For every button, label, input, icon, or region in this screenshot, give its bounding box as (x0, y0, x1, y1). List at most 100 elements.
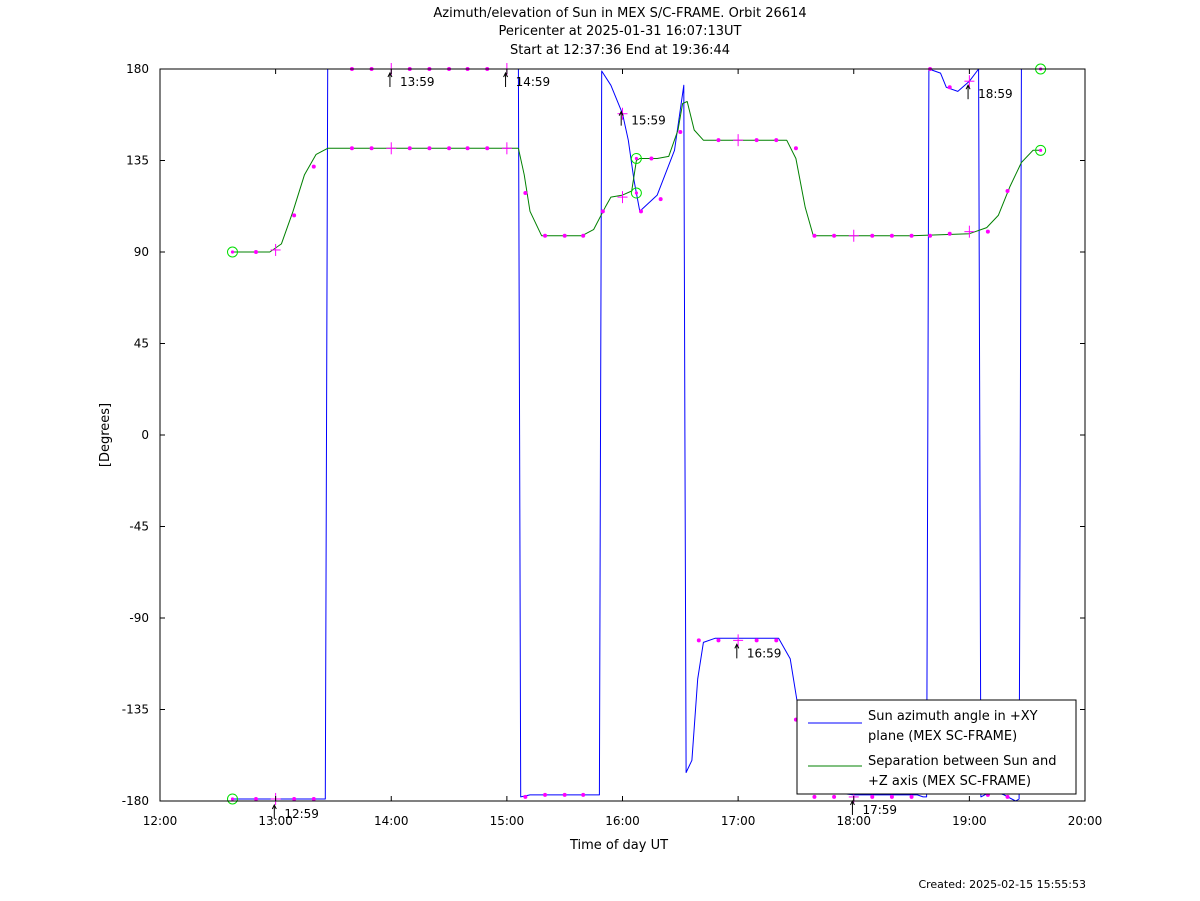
data-point (407, 146, 412, 151)
legend-box (796, 699, 1077, 795)
data-point (928, 233, 933, 238)
y-tick-label: 90 (134, 245, 149, 259)
created-timestamp: Created: 2025-02-15 15:55:53 (918, 878, 1086, 891)
data-point (947, 231, 952, 236)
data-point (292, 796, 297, 801)
y-tick-label: -180 (122, 794, 149, 808)
data-point (523, 794, 528, 799)
data-point (716, 138, 721, 143)
x-tick-label: 13:00 (258, 814, 293, 828)
data-point (832, 233, 837, 238)
y-tick-label: -135 (122, 703, 149, 717)
x-tick-label: 15:00 (490, 814, 525, 828)
x-tick-label: 14:00 (374, 814, 409, 828)
data-point (562, 792, 567, 797)
data-point (696, 638, 701, 643)
y-tick-label: 0 (141, 428, 149, 442)
data-point (581, 233, 586, 238)
data-point (523, 191, 528, 196)
hour-annotation-label: 12:59 (284, 807, 319, 821)
hour-annotation-arrowhead (503, 71, 509, 78)
data-point (311, 796, 316, 801)
data-point (543, 792, 548, 797)
data-point (716, 638, 721, 643)
y-tick-label: 180 (126, 62, 149, 76)
data-point (812, 794, 817, 799)
data-point (311, 164, 316, 169)
data-point (427, 146, 432, 151)
data-point (909, 233, 914, 238)
data-point (870, 233, 875, 238)
x-tick-label: 16:00 (605, 814, 640, 828)
data-point (754, 638, 759, 643)
data-point (793, 146, 798, 151)
legend-label-azimuth-line-1: Sun azimuth angle in +XY (868, 709, 1038, 724)
data-point (832, 794, 837, 799)
hour-annotation-arrowhead (734, 643, 740, 649)
data-point (658, 197, 663, 202)
chart-title-line-2: Pericenter at 2025-01-31 16:07:13UT (498, 24, 742, 39)
data-point (774, 638, 779, 643)
series-line-azimuth (232, 68, 1041, 802)
x-tick-label: 12:00 (143, 814, 178, 828)
data-point (889, 794, 894, 799)
data-point (562, 233, 567, 238)
hour-annotation-label: 18:59 (978, 87, 1013, 101)
data-point (369, 146, 374, 151)
data-point (292, 213, 297, 218)
plot-frame (159, 68, 1086, 802)
start-end-marker (630, 187, 642, 199)
data-point (1005, 794, 1010, 799)
data-point (678, 130, 683, 135)
data-point (349, 146, 354, 151)
legend-label-azimuth-line-2: plane (MEX SC-FRAME) (868, 729, 1017, 744)
hour-annotation-arrowhead (271, 803, 277, 810)
start-end-marker-dot (1039, 148, 1043, 152)
start-end-marker (226, 793, 238, 805)
start-end-marker (630, 152, 642, 164)
chart-title-line-1: Azimuth/elevation of Sun in MEX S/C-FRAM… (433, 6, 807, 21)
chart-title-line-3: Start at 12:37:36 End at 19:36:44 (509, 43, 731, 58)
data-point (447, 146, 452, 151)
hour-annotation-label: 13:59 (400, 75, 435, 89)
data-point (1005, 189, 1010, 193)
start-end-marker (226, 246, 238, 258)
x-tick-label: 17:00 (721, 814, 756, 828)
data-point (889, 233, 894, 238)
data-point (985, 229, 990, 234)
data-point (812, 233, 817, 238)
data-point (774, 138, 779, 143)
hour-annotation-arrowhead (618, 110, 624, 116)
data-point (253, 796, 258, 801)
hour-annotation-arrowhead (965, 84, 971, 90)
x-tick-label: 18:00 (836, 814, 871, 828)
data-point (485, 146, 490, 151)
data-point (909, 794, 914, 799)
hour-annotation-arrowhead (387, 71, 393, 78)
start-end-marker-dot (230, 797, 235, 801)
hour-annotation-label: 17:59 (862, 803, 897, 817)
data-point (754, 138, 759, 143)
start-end-marker-dot (230, 250, 235, 254)
data-point (543, 233, 548, 238)
hour-annotation-label: 16:59 (747, 646, 782, 660)
data-point (947, 85, 952, 90)
y-tick-label: 45 (134, 337, 149, 351)
data-point (253, 250, 258, 254)
y-tick-label: -45 (129, 520, 149, 534)
data-point (639, 209, 643, 214)
data-point (581, 792, 586, 797)
y-tick-label: 135 (126, 154, 149, 168)
x-tick-label: 19:00 (952, 814, 987, 828)
x-axis-label: Time of day UT (569, 838, 668, 853)
data-point (870, 794, 875, 799)
hour-annotation-label: 14:59 (516, 75, 551, 89)
data-point (600, 209, 605, 214)
x-tick-label: 20:00 (1068, 814, 1103, 828)
data-point (465, 146, 470, 151)
y-axis-label: [Degrees] (98, 403, 113, 467)
start-end-marker-dot (634, 156, 638, 161)
start-end-marker-dot (634, 191, 638, 195)
start-end-marker (1035, 144, 1047, 156)
